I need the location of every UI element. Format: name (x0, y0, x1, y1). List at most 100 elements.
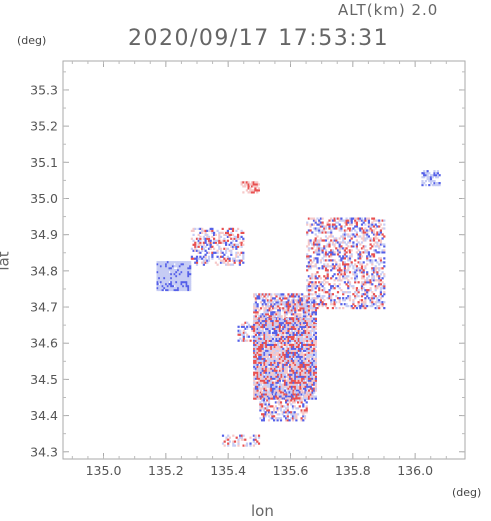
data-cell (274, 401, 277, 404)
data-cell (360, 227, 364, 230)
data-cell (292, 299, 295, 302)
data-cell (424, 180, 427, 183)
data-cell (345, 219, 348, 222)
data-cell (299, 321, 302, 325)
data-cell (261, 313, 264, 316)
data-cell (318, 231, 321, 234)
data-cell (183, 267, 187, 270)
data-cell (263, 337, 266, 340)
data-cell (266, 337, 269, 340)
data-cell (256, 313, 259, 316)
data-cell (194, 249, 197, 252)
data-cell (378, 233, 381, 236)
data-cell (364, 223, 367, 226)
data-cell (182, 271, 185, 274)
data-cell (348, 227, 352, 230)
data-cell (299, 375, 302, 378)
data-cell (289, 345, 292, 348)
data-cell (277, 311, 280, 314)
data-cell (294, 355, 297, 358)
data-cell (175, 288, 178, 292)
data-cell (270, 317, 273, 321)
data-cell (266, 381, 269, 384)
data-cell (297, 333, 300, 336)
data-cell (343, 281, 346, 284)
data-cell (170, 277, 173, 280)
data-cell (278, 387, 281, 390)
data-cell (318, 221, 321, 224)
data-cell (381, 233, 384, 236)
data-cell (295, 337, 299, 340)
data-cell (374, 235, 377, 238)
data-cell (345, 255, 348, 258)
data-cell (173, 281, 176, 284)
data-cell (306, 299, 309, 302)
data-cell (271, 413, 274, 416)
data-cell (268, 353, 271, 356)
data-cell (333, 251, 336, 254)
data-cell (159, 279, 163, 282)
data-cell (304, 313, 307, 316)
data-cell (318, 241, 321, 244)
data-cell (302, 405, 305, 408)
data-cell (237, 251, 240, 254)
data-cell (221, 241, 224, 244)
data-cell (283, 361, 287, 364)
data-cell (266, 299, 269, 302)
data-cell (235, 247, 238, 250)
data-cell (283, 309, 287, 312)
data-cell (314, 239, 317, 242)
data-cell (231, 227, 235, 230)
data-cell (278, 417, 281, 420)
data-cell (262, 419, 265, 422)
data-cell (352, 273, 355, 276)
data-cell (311, 231, 314, 234)
data-cell (378, 283, 381, 286)
data-cell (287, 317, 290, 320)
data-cell (309, 223, 312, 226)
data-cell (292, 317, 295, 321)
data-cell (306, 289, 309, 292)
data-cell (348, 223, 352, 226)
data-cell (161, 275, 164, 278)
data-cell (242, 335, 245, 338)
data-cell (343, 269, 346, 272)
data-cell (268, 381, 271, 384)
data-cell (360, 285, 364, 288)
data-cell (312, 259, 316, 262)
data-cell (183, 273, 187, 276)
data-cell (156, 271, 159, 274)
data-cell (293, 393, 296, 396)
data-cell (235, 436, 238, 439)
data-cell (290, 301, 293, 304)
data-cell (256, 383, 259, 386)
data-cell (360, 241, 364, 244)
data-cell (374, 295, 377, 298)
data-cell (331, 251, 334, 254)
data-cell (335, 237, 338, 240)
data-cell (202, 237, 205, 240)
data-cell (314, 275, 317, 278)
data-cell (348, 241, 352, 244)
data-cell (277, 391, 280, 394)
data-cell (326, 277, 329, 280)
data-cell (294, 319, 297, 323)
data-cell (360, 247, 364, 250)
data-cell (271, 311, 275, 314)
data-cell (247, 187, 250, 190)
data-cell (156, 279, 159, 282)
data-cell (278, 307, 281, 310)
data-cell (240, 251, 243, 254)
data-cell (256, 181, 259, 184)
data-cell (171, 288, 175, 292)
data-cell (233, 440, 237, 443)
data-cell (189, 283, 192, 286)
data-cell (268, 387, 271, 390)
data-cell (290, 379, 293, 382)
data-cell (291, 397, 295, 400)
data-cell (271, 319, 275, 323)
data-cell (354, 217, 357, 220)
data-cell (299, 357, 302, 360)
data-cell (280, 335, 283, 338)
data-cell (273, 293, 276, 296)
